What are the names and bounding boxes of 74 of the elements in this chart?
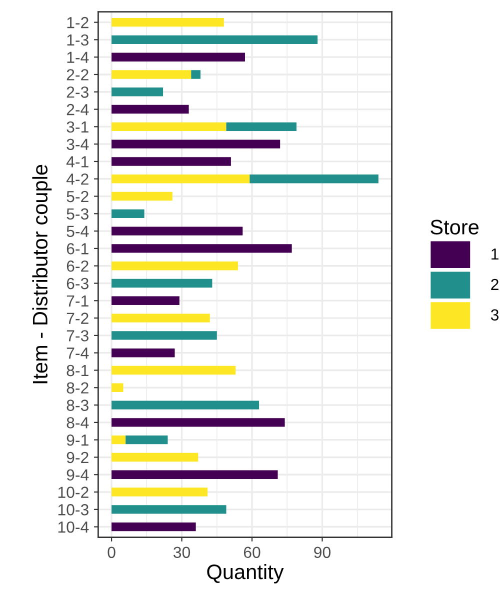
bar xyxy=(112,157,231,166)
bar xyxy=(112,470,278,479)
y-tick-label: 1-2 xyxy=(67,16,88,28)
bar xyxy=(112,88,164,96)
y-tick-label: 9-2 xyxy=(66,452,88,464)
bar xyxy=(112,418,285,427)
y-tick-label: 2-2 xyxy=(66,69,88,80)
bar xyxy=(112,383,124,392)
bar xyxy=(112,505,226,514)
x-tick-label: 0 xyxy=(108,546,116,558)
legend-label: 1 xyxy=(492,248,498,260)
bar xyxy=(112,140,280,148)
bar xyxy=(112,296,180,306)
bar xyxy=(112,314,210,322)
legend-title: Store xyxy=(430,220,479,235)
bar xyxy=(112,244,292,253)
legend-label: 3 xyxy=(490,309,499,321)
y-tick-label: 7-1 xyxy=(66,295,88,306)
x-tick-label: 30 xyxy=(174,546,190,558)
y-tick-label: 1-4 xyxy=(67,52,89,63)
bar xyxy=(126,435,168,444)
bar xyxy=(112,452,198,462)
bar xyxy=(112,35,318,44)
bar xyxy=(112,366,236,375)
y-tick-label: 8-3 xyxy=(66,400,88,411)
y-tick-label: 2-4 xyxy=(66,104,89,116)
bar xyxy=(112,209,144,218)
y-axis-title: Item - Distributor couple xyxy=(32,164,52,384)
bar xyxy=(112,192,172,201)
bar xyxy=(112,122,226,132)
bar xyxy=(250,174,378,184)
y-tick-label: 10-2 xyxy=(58,486,88,498)
y-tick-label: 7-2 xyxy=(66,312,88,324)
bar xyxy=(112,522,196,532)
y-tick-label: 6-1 xyxy=(66,243,88,254)
x-axis-title: Quantity xyxy=(207,564,284,584)
bar xyxy=(112,174,250,184)
y-tick-label: 10-3 xyxy=(58,504,88,516)
y-tick-label: 8-2 xyxy=(66,382,88,394)
bar xyxy=(191,70,201,79)
bar xyxy=(112,331,217,340)
y-tick-label: 2-3 xyxy=(66,86,88,98)
legend-label: 2 xyxy=(491,278,498,290)
y-tick-label: 6-2 xyxy=(66,260,88,272)
x-tick-label: 90 xyxy=(314,546,331,558)
y-tick-label: 10-4 xyxy=(58,521,89,533)
y-tick-label: 3-1 xyxy=(66,121,88,133)
y-tick-label: 7-3 xyxy=(66,330,88,342)
bar xyxy=(112,348,175,358)
bar xyxy=(112,52,245,62)
y-tick-label: 5-2 xyxy=(66,190,88,202)
y-tick-label: 5-4 xyxy=(66,226,89,238)
x-tick-label: 60 xyxy=(244,546,260,558)
bar xyxy=(112,278,212,288)
y-tick-label: 9-4 xyxy=(66,469,89,481)
y-tick-label: 6-3 xyxy=(66,278,88,290)
y-tick-label: 8-4 xyxy=(66,417,89,428)
y-tick-label: 5-3 xyxy=(66,208,88,220)
y-tick-label: 4-2 xyxy=(66,174,88,185)
y-tick-label: 3-4 xyxy=(66,138,89,150)
bar xyxy=(226,122,296,132)
y-tick-label: 1-3 xyxy=(67,34,88,46)
bar xyxy=(112,262,238,270)
y-tick-label: 8-1 xyxy=(66,364,88,376)
y-tick-label: 4-1 xyxy=(66,156,88,168)
y-tick-label: 9-1 xyxy=(66,434,88,446)
bar xyxy=(112,226,243,236)
bar xyxy=(112,435,126,444)
bar xyxy=(112,70,192,79)
bar xyxy=(112,104,189,114)
bar xyxy=(112,488,208,496)
bar xyxy=(112,400,260,410)
bar xyxy=(112,18,224,27)
y-tick-label: 7-4 xyxy=(66,348,89,359)
